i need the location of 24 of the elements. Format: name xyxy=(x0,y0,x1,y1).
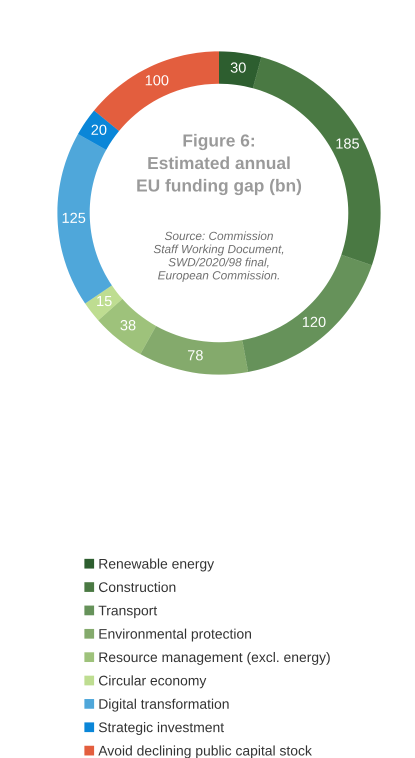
donut-slice xyxy=(140,326,248,375)
legend-label: Renewable energy xyxy=(99,558,214,572)
legend-label: Transport xyxy=(98,606,158,618)
legend-label: Resource management (excl. energy) xyxy=(99,652,330,665)
donut-slice xyxy=(219,51,262,88)
legend-label: Construction xyxy=(98,582,176,592)
source-note: Source: Commission Staff Working Document, SWD/2020/98 final, European Commission. xyxy=(154,231,284,282)
donut-slice xyxy=(78,110,120,150)
data-label: 120 xyxy=(302,316,326,328)
text: Figure 6: Estimated annual EU funding gap (bn) xyxy=(137,134,302,196)
data-label: 15 xyxy=(97,296,112,306)
data-label: 125 xyxy=(62,212,86,224)
data-label: 20 xyxy=(91,124,106,135)
legend-label: Avoid declining public capital stock xyxy=(98,745,312,758)
legend-label: Environmental protection xyxy=(99,628,252,642)
data-label: 30 xyxy=(230,62,246,73)
legend-label: Circular economy xyxy=(98,675,206,688)
data-label: 38 xyxy=(120,320,136,330)
donut-slice xyxy=(85,285,122,320)
legend-label: Strategic investment xyxy=(98,722,224,735)
data-label: 100 xyxy=(146,75,168,86)
data-label: 78 xyxy=(188,350,203,360)
legend-label: Digital transformation xyxy=(99,698,229,712)
data-label: 185 xyxy=(336,138,359,149)
